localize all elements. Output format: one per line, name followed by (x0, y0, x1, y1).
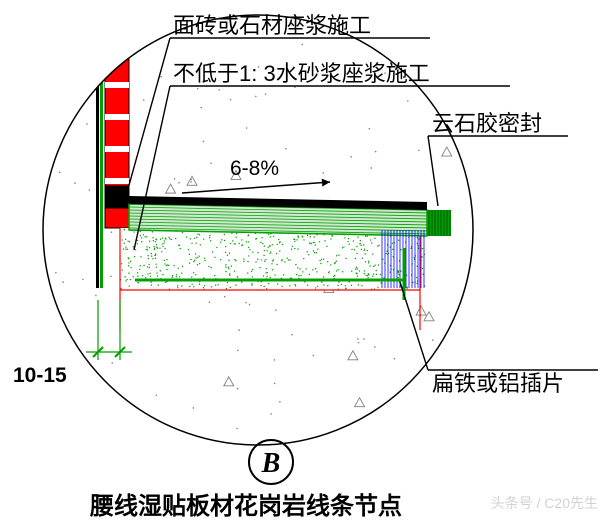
label-l1: 面砖或石材座浆施工 (173, 8, 371, 40)
label-l4: 扁铁或铝插片 (432, 366, 564, 398)
label-slope: 6-8% (230, 157, 279, 181)
label-l3: 云石胶密封 (432, 106, 542, 138)
watermark: 头条号 / C20先生 (491, 493, 598, 513)
title: 腰线湿贴板材花岗岩线条节点 (90, 486, 402, 521)
label-dim-10-15: 10-15 (13, 364, 67, 388)
svg-text:B: B (261, 448, 281, 479)
label-l2: 不低于1: 3水砂浆座浆施工 (173, 56, 430, 88)
